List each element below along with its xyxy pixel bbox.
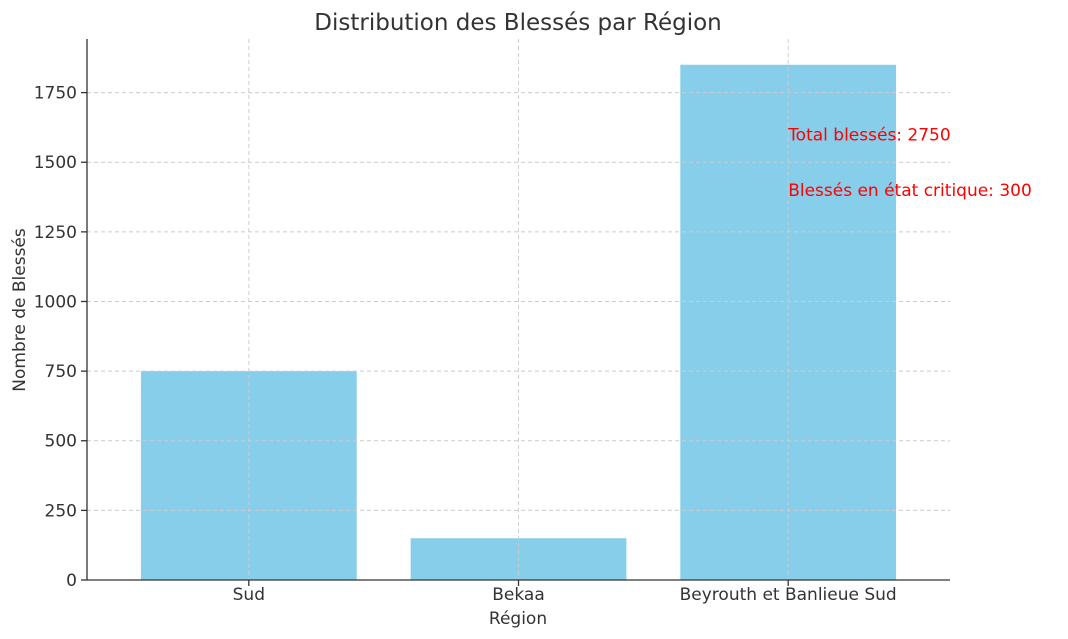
- y-tick-label: 1000: [34, 292, 77, 312]
- y-ticks: 0 250 500 750 1000 1250 1500 1750: [34, 84, 87, 591]
- x-ticks: Sud Bekaa Beyrouth et Banlieue Sud: [233, 580, 897, 605]
- x-axis-label: Région: [489, 609, 547, 629]
- chart-title: Distribution des Blessés par Région: [314, 10, 721, 36]
- annotations: Total blessés: 2750 Blessés en état criti…: [787, 125, 1032, 201]
- y-tick-label: 500: [45, 432, 77, 452]
- y-tick-label: 750: [45, 362, 77, 382]
- y-tick-label: 1500: [34, 153, 77, 173]
- annotation-text: Blessés en état critique: 300: [788, 181, 1032, 201]
- y-axis-label: Nombre de Blessés: [10, 228, 30, 392]
- y-tick-label: 0: [66, 571, 77, 591]
- x-tick-label: Bekaa: [492, 585, 545, 605]
- y-tick-label: 250: [45, 501, 77, 521]
- y-tick-label: 1750: [34, 84, 77, 104]
- y-tick-label: 1250: [34, 223, 77, 243]
- x-tick-label: Beyrouth et Banlieue Sud: [680, 585, 897, 605]
- annotation-text: Total blessés: 2750: [787, 125, 951, 145]
- x-tick-label: Sud: [233, 585, 265, 605]
